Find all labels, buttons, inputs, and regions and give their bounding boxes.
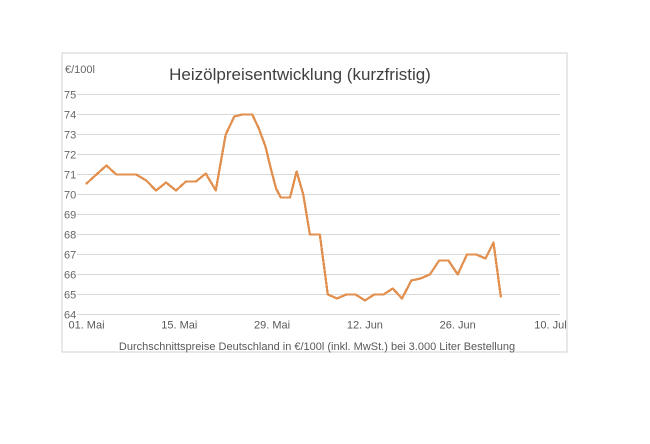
svg-text:68: 68 [64, 230, 76, 242]
svg-text:15. Mai: 15. Mai [161, 320, 197, 332]
svg-text:€/100l: €/100l [65, 64, 95, 76]
svg-text:12. Jun: 12. Jun [347, 320, 383, 332]
svg-text:Durchschnittspreise Deutschlan: Durchschnittspreise Deutschland in €/100… [119, 341, 515, 353]
svg-text:10. Jul: 10. Jul [534, 320, 566, 332]
svg-text:66: 66 [64, 270, 76, 282]
svg-text:26. Jun: 26. Jun [440, 320, 476, 332]
svg-text:29. Mai: 29. Mai [254, 320, 290, 332]
svg-text:75: 75 [64, 90, 76, 102]
svg-text:01. Mai: 01. Mai [68, 320, 104, 332]
svg-text:Heizölpreisentwicklung (kurzfr: Heizölpreisentwicklung (kurzfristig) [169, 65, 431, 84]
svg-text:72: 72 [64, 150, 76, 162]
svg-text:67: 67 [64, 250, 76, 262]
svg-text:70: 70 [64, 190, 76, 202]
svg-text:69: 69 [64, 210, 76, 222]
svg-text:73: 73 [64, 130, 76, 142]
svg-text:71: 71 [64, 170, 76, 182]
svg-text:74: 74 [64, 110, 76, 122]
svg-text:65: 65 [64, 290, 76, 302]
